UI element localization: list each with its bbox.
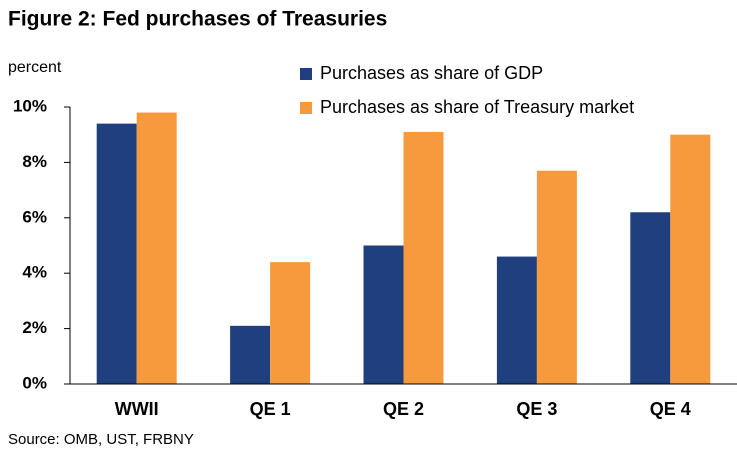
bar (403, 131, 444, 384)
legend-label: Purchases as share of GDP (320, 63, 543, 83)
x-tick-label: QE 4 (650, 399, 691, 419)
y-tick-label: 4% (22, 263, 47, 282)
legend-swatch (300, 102, 312, 114)
y-tick-label: 8% (22, 152, 47, 171)
legend-swatch (300, 68, 312, 80)
bar (230, 325, 271, 384)
bar (363, 245, 404, 384)
bar (270, 262, 311, 384)
legend-label: Purchases as share of Treasury market (320, 97, 634, 117)
bar (536, 170, 577, 384)
bar (630, 212, 671, 384)
y-tick-label: 0% (22, 373, 47, 392)
bar (496, 256, 537, 384)
bar (96, 123, 137, 385)
bar (670, 134, 711, 384)
source-note: Source: OMB, UST, FRBNY (8, 431, 194, 448)
x-tick-label: QE 2 (383, 399, 424, 419)
y-tick-label: 6% (22, 207, 47, 226)
x-tick-label: QE 1 (250, 399, 291, 419)
x-tick-label: WWII (115, 399, 159, 419)
y-tick-label: 10% (13, 96, 47, 115)
y-axis-label: percent (8, 59, 62, 76)
chart-title: Figure 2: Fed purchases of Treasuries (8, 8, 387, 31)
x-tick-label: QE 3 (516, 399, 557, 419)
bar (136, 112, 177, 384)
y-tick-label: 2% (22, 318, 47, 337)
